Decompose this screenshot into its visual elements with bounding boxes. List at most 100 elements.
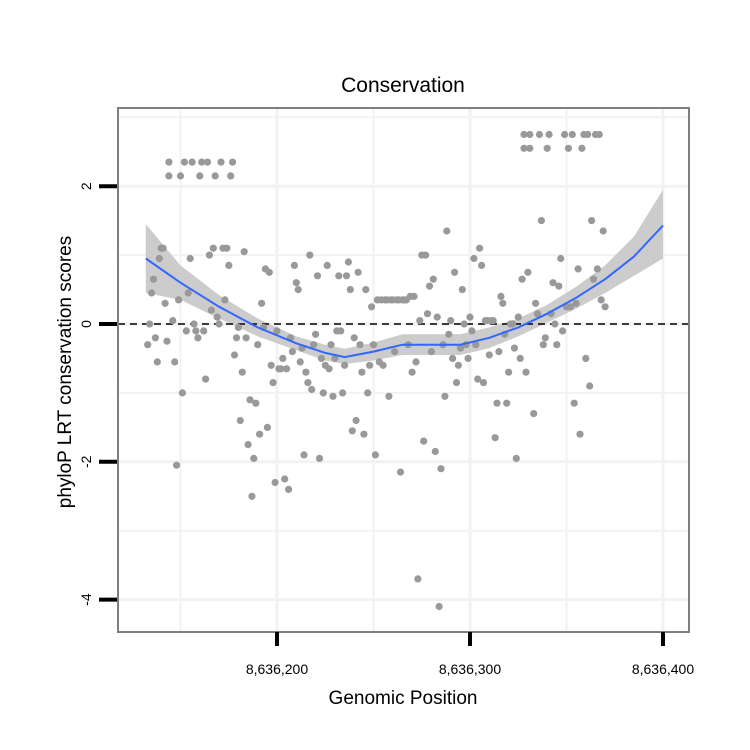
data-point bbox=[478, 261, 486, 269]
data-point bbox=[223, 244, 231, 252]
y-tick-label: -2 bbox=[78, 455, 94, 468]
data-point bbox=[269, 379, 277, 387]
data-point bbox=[252, 399, 260, 407]
data-point bbox=[530, 410, 538, 418]
data-point bbox=[165, 172, 173, 180]
data-point bbox=[586, 382, 594, 390]
panel-border bbox=[117, 107, 690, 633]
data-point bbox=[412, 358, 420, 366]
data-point bbox=[599, 227, 607, 235]
data-point bbox=[499, 299, 507, 307]
data-point bbox=[561, 130, 569, 139]
data-point bbox=[258, 299, 266, 307]
data-point bbox=[296, 358, 304, 366]
data-point bbox=[290, 261, 298, 269]
data-point bbox=[184, 289, 192, 297]
data-point bbox=[151, 334, 159, 342]
data-point bbox=[176, 172, 185, 180]
data-point bbox=[149, 275, 158, 283]
data-point bbox=[317, 354, 325, 362]
data-point bbox=[236, 416, 244, 425]
axes: 8,636,200 8,636,300 8,636,400 2 0 -2 -4 bbox=[78, 182, 694, 677]
data-point bbox=[422, 251, 430, 259]
data-point bbox=[578, 144, 586, 152]
data-point bbox=[165, 158, 173, 166]
data-point bbox=[225, 261, 233, 269]
data-point bbox=[429, 275, 437, 283]
data-point bbox=[327, 341, 335, 349]
data-point bbox=[464, 354, 472, 362]
data-point bbox=[323, 261, 331, 269]
data-point bbox=[518, 275, 526, 283]
data-point bbox=[283, 365, 291, 373]
data-point bbox=[285, 485, 293, 493]
data-point bbox=[522, 368, 530, 376]
data-point bbox=[205, 251, 213, 259]
data-point bbox=[209, 244, 217, 252]
data-point bbox=[256, 430, 264, 438]
data-point bbox=[352, 416, 360, 425]
smooth-line bbox=[145, 224, 664, 359]
data-point bbox=[250, 454, 258, 462]
data-point bbox=[576, 430, 584, 438]
data-point bbox=[431, 447, 439, 456]
data-point bbox=[420, 437, 428, 445]
data-point bbox=[452, 379, 461, 387]
data-point bbox=[385, 392, 393, 400]
data-point bbox=[146, 320, 154, 328]
data-point bbox=[564, 144, 573, 152]
data-point bbox=[350, 334, 358, 342]
data-point bbox=[595, 130, 603, 139]
chart-title: Conservation bbox=[341, 74, 465, 97]
data-point bbox=[169, 317, 177, 325]
data-point bbox=[319, 389, 327, 397]
data-point bbox=[584, 130, 592, 139]
data-point bbox=[379, 361, 387, 369]
data-point bbox=[532, 299, 540, 307]
data-point bbox=[198, 158, 206, 166]
data-point bbox=[232, 334, 241, 342]
data-point bbox=[308, 385, 316, 394]
data-point bbox=[244, 441, 252, 449]
data-point bbox=[192, 327, 200, 335]
data-point bbox=[356, 341, 364, 349]
data-point bbox=[543, 144, 551, 152]
data-point bbox=[443, 227, 451, 235]
data-point bbox=[588, 217, 596, 225]
data-point bbox=[163, 337, 171, 345]
data-point bbox=[526, 144, 534, 152]
data-point bbox=[188, 158, 196, 166]
data-point bbox=[190, 320, 198, 328]
data-point bbox=[570, 399, 578, 407]
data-point bbox=[281, 475, 289, 483]
data-point bbox=[331, 354, 339, 362]
x-tick-label: 8,636,300 bbox=[439, 661, 501, 677]
data-point bbox=[227, 172, 235, 180]
data-point bbox=[526, 130, 534, 139]
data-point bbox=[427, 348, 435, 356]
data-point bbox=[470, 254, 478, 263]
data-point bbox=[516, 354, 524, 362]
data-point bbox=[495, 348, 503, 356]
data-point bbox=[267, 361, 275, 369]
data-point bbox=[173, 461, 181, 469]
data-point bbox=[337, 327, 345, 335]
data-point bbox=[234, 323, 242, 331]
data-point bbox=[339, 389, 347, 397]
data-point bbox=[479, 379, 488, 387]
data-point bbox=[364, 389, 372, 397]
data-point bbox=[217, 158, 225, 166]
data-point bbox=[344, 258, 352, 266]
data-point bbox=[572, 299, 580, 307]
data-point bbox=[313, 272, 322, 280]
data-point bbox=[597, 296, 605, 304]
data-point bbox=[508, 320, 517, 328]
data-point bbox=[288, 348, 296, 356]
y-axis-title: phyloP LRT conservation scores bbox=[55, 236, 76, 509]
data-point bbox=[485, 351, 493, 359]
data-point bbox=[520, 144, 528, 152]
data-point bbox=[601, 303, 609, 311]
data-point bbox=[207, 306, 215, 314]
data-point bbox=[466, 313, 474, 321]
